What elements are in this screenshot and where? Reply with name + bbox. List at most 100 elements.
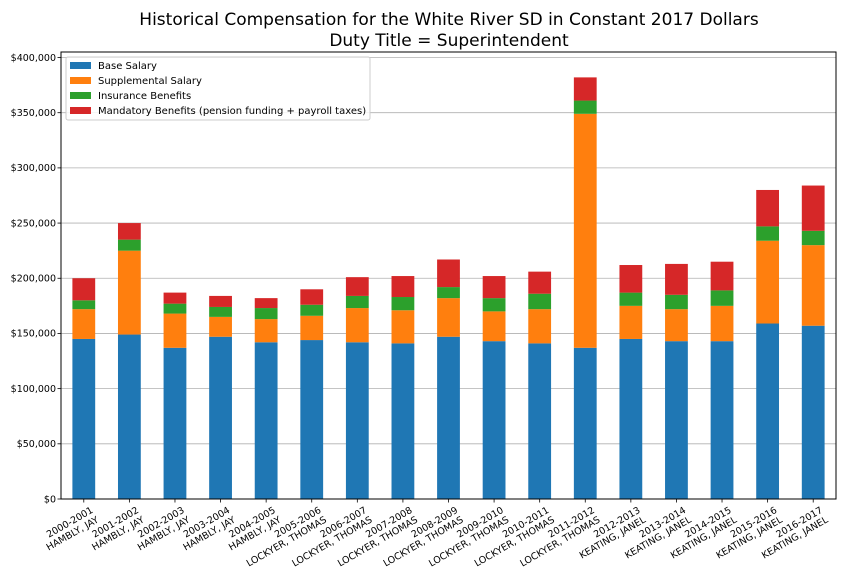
legend: Base Salary Supplemental Salary Insurance … — [65, 56, 371, 121]
y-tick-label: $0 — [44, 494, 56, 505]
bar-segment — [437, 298, 460, 337]
bar-segment — [573, 77, 597, 101]
bar-stack — [391, 276, 415, 499]
y-axis-ticks: $0 $50,000 $100,000 $150,000 $200,000 $250,00… — [11, 53, 61, 505]
legend-swatch — [70, 107, 91, 114]
bar-stack — [117, 223, 141, 499]
bar-segment — [482, 298, 506, 312]
bar-segment — [482, 276, 506, 299]
legend-box — [65, 56, 371, 121]
bar-stack — [482, 276, 506, 499]
bar-segment — [710, 290, 734, 306]
bar-stack — [345, 277, 369, 499]
bar-segment — [391, 276, 415, 298]
y-tick-label: $250,000 — [11, 218, 56, 229]
bar-stack — [528, 271, 552, 499]
bar-segment — [619, 338, 643, 499]
legend-swatch — [70, 62, 91, 69]
bar-segment — [209, 306, 232, 317]
bar-segment — [619, 305, 643, 339]
legend-label: Insurance Benefits — [98, 91, 191, 102]
bar-segment — [437, 287, 460, 299]
bar-stack — [72, 278, 96, 499]
bar-segment — [117, 223, 141, 240]
bar-segment — [117, 239, 141, 251]
bar-stack — [619, 265, 643, 499]
bar-segment — [163, 303, 187, 314]
legend-swatch — [70, 77, 91, 84]
bar-segment — [437, 259, 460, 288]
bar-segment — [254, 298, 278, 309]
bar-segment — [801, 185, 825, 231]
bar-segment — [391, 343, 415, 499]
bar-segment — [300, 289, 324, 305]
bar-segment — [209, 295, 232, 307]
bar-segment — [756, 323, 780, 499]
y-tick-label: $50,000 — [17, 439, 56, 450]
bar-segment — [573, 347, 597, 499]
bar-stack — [300, 289, 324, 499]
bar-segment — [163, 292, 187, 304]
bar-segment — [345, 277, 369, 296]
bar-stack — [756, 189, 780, 499]
bar-segment — [117, 334, 141, 499]
bar-segment — [528, 343, 552, 499]
y-tick-label: $350,000 — [11, 108, 56, 119]
bar-segment — [391, 310, 415, 344]
y-tick-label: $200,000 — [11, 274, 56, 285]
bar-segment — [345, 308, 369, 343]
bar-segment — [254, 319, 278, 343]
bar-segment — [710, 305, 734, 342]
bar-segment — [528, 293, 552, 310]
bar-segment — [756, 240, 780, 324]
chart-title: Historical Compensation for the White Ri… — [139, 10, 759, 30]
legend-label: Supplemental Salary — [98, 76, 202, 87]
bar-segment — [72, 278, 96, 301]
bar-segment — [300, 340, 324, 499]
bar-segment — [710, 341, 734, 499]
bar-stack — [710, 261, 734, 499]
chart-subtitle: Duty Title = Superintendent — [329, 31, 569, 51]
bar-segment — [801, 325, 825, 499]
bar-segment — [72, 338, 96, 499]
bar-segment — [665, 309, 688, 342]
bar-segment — [209, 316, 232, 337]
legend-swatch — [70, 92, 91, 99]
bar-segment — [117, 250, 141, 335]
bar-segment — [665, 263, 688, 295]
bar-segment — [756, 189, 780, 227]
bar-segment — [573, 113, 597, 348]
y-tick-label: $100,000 — [11, 384, 56, 395]
bar-segment — [345, 295, 369, 309]
y-tick-label: $150,000 — [11, 329, 56, 340]
bar-segment — [619, 265, 643, 293]
bar-segment — [801, 245, 825, 326]
bar-stack — [801, 185, 825, 499]
bar-segment — [801, 230, 825, 246]
bar-stack — [573, 77, 597, 499]
y-tick-label: $300,000 — [11, 163, 56, 174]
bar-segment — [254, 342, 278, 499]
bars — [72, 77, 825, 499]
bar-segment — [72, 300, 96, 310]
bar-segment — [391, 297, 415, 311]
bar-segment — [345, 342, 369, 499]
bar-segment — [665, 341, 688, 499]
bar-segment — [528, 309, 552, 344]
bar-segment — [300, 315, 324, 341]
bar-stack — [163, 292, 187, 499]
y-tick-label: $400,000 — [11, 53, 56, 64]
bar-segment — [710, 261, 734, 291]
bar-stack — [437, 259, 460, 499]
bar-segment — [437, 336, 460, 499]
bar-segment — [209, 336, 232, 499]
bar-stack — [665, 263, 688, 499]
bar-segment — [573, 100, 597, 114]
bar-segment — [163, 347, 187, 499]
bar-stack — [254, 298, 278, 499]
bar-segment — [72, 309, 96, 339]
legend-label: Mandatory Benefits (pension funding + pa… — [98, 106, 366, 117]
bar-segment — [619, 292, 643, 306]
bar-stack — [209, 295, 232, 499]
